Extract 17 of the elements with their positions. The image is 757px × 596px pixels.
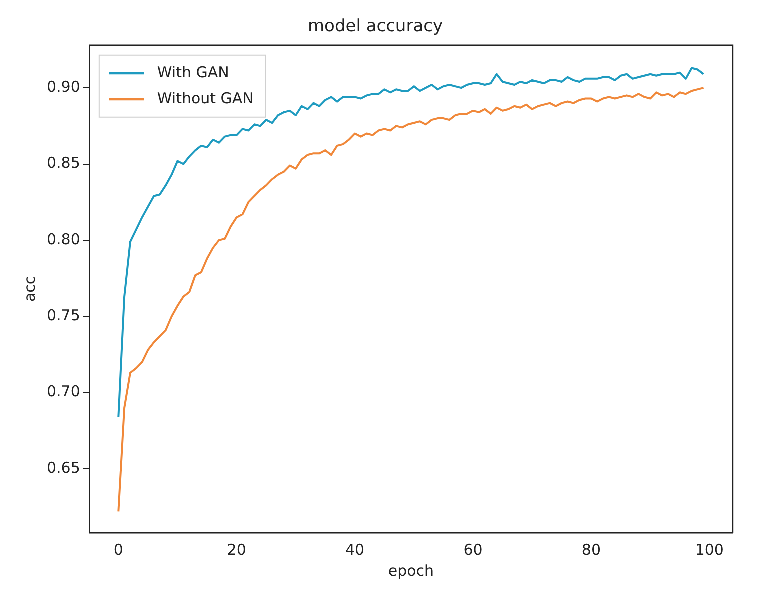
y-tick-label: 0.65 (46, 458, 80, 477)
x-tick-label: 60 (464, 540, 483, 559)
x-tick-label: 0 (114, 540, 124, 559)
legend-label: Without GAN (157, 89, 254, 108)
legend-label: With GAN (157, 63, 230, 82)
x-axis-title: epoch (388, 562, 434, 580)
y-tick-label: 0.85 (46, 154, 80, 172)
y-tick-label: 0.75 (46, 306, 80, 325)
chart-title: model accuracy (308, 16, 444, 37)
x-tick-label: 100 (695, 540, 724, 559)
y-tick-label: 0.90 (46, 78, 80, 96)
x-tick-label: 80 (582, 540, 601, 559)
y-axis-title: acc (20, 276, 39, 302)
y-tick-label: 0.70 (46, 382, 80, 401)
y-tick-label: 0.80 (46, 230, 80, 248)
x-tick-label: 40 (346, 540, 365, 559)
x-tick-label: 20 (227, 540, 246, 559)
